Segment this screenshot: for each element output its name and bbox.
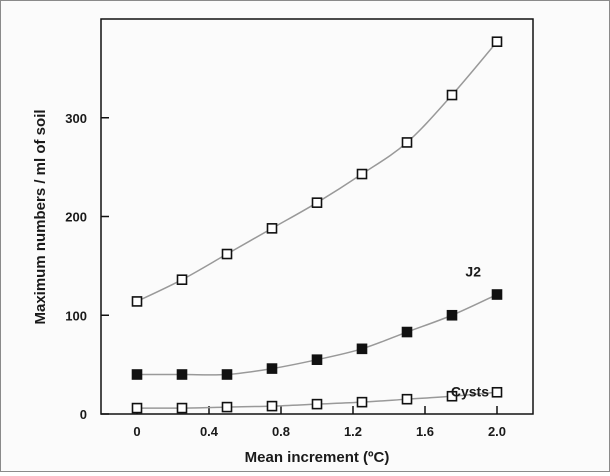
data-point-cysts (446, 390, 458, 402)
data-point-j2 (311, 354, 323, 365)
x-axis-label: Mean increment (ºC) (245, 449, 390, 466)
data-point-eggs (491, 36, 503, 48)
y-tick-label: 200 (65, 210, 87, 225)
series-label-cysts: Cysts (451, 383, 489, 399)
data-point-j2 (356, 343, 368, 355)
series-cysts: Cysts (131, 383, 503, 414)
data-point-cysts (266, 400, 278, 412)
data-point-cysts (176, 402, 188, 414)
series-label-j2: J2 (465, 264, 481, 280)
data-point-cysts (221, 401, 233, 413)
data-point-eggs (176, 274, 188, 286)
series-eggs: Eggs (131, 36, 503, 307)
data-point-j2 (221, 369, 233, 380)
data-point-eggs (356, 168, 368, 180)
x-tick-label: 0.4 (200, 424, 219, 439)
x-tick-label: 1.2 (344, 424, 362, 439)
data-point-eggs (446, 89, 458, 101)
x-tick-label: 1.6 (416, 424, 434, 439)
data-point-eggs (266, 223, 278, 234)
series-line-eggs (136, 41, 498, 303)
data-point-eggs (131, 296, 143, 307)
x-axis: 0 0.4 0.8 1.2 1.6 2.0 (133, 406, 506, 439)
y-tick-label: 300 (65, 111, 87, 126)
y-tick-label: 100 (65, 308, 87, 323)
data-point-eggs (401, 137, 413, 148)
series-j2: J2 (131, 264, 503, 380)
data-point-cysts (401, 393, 413, 405)
data-point-eggs (311, 197, 323, 208)
data-point-j2 (446, 309, 458, 321)
y-tick-label: 0 (80, 407, 87, 422)
data-point-cysts (356, 396, 368, 408)
y-axis-label: Maximum numbers / ml of soil (32, 109, 49, 324)
y-axis: 0 100 200 300 (65, 111, 109, 422)
x-tick-label: 0 (133, 424, 140, 439)
data-point-cysts (131, 402, 143, 414)
x-tick-label: 2.0 (488, 424, 506, 439)
data-point-j2 (491, 289, 503, 300)
series-layer: EggsJ2 Cysts (131, 36, 503, 414)
x-tick-label: 0.8 (272, 424, 290, 439)
data-point-cysts (491, 386, 503, 398)
data-point-eggs (221, 248, 233, 260)
data-point-j2 (401, 326, 413, 338)
data-point-j2 (176, 369, 188, 380)
data-point-cysts (311, 398, 323, 410)
data-point-j2 (131, 369, 143, 380)
data-point-j2 (266, 363, 278, 374)
